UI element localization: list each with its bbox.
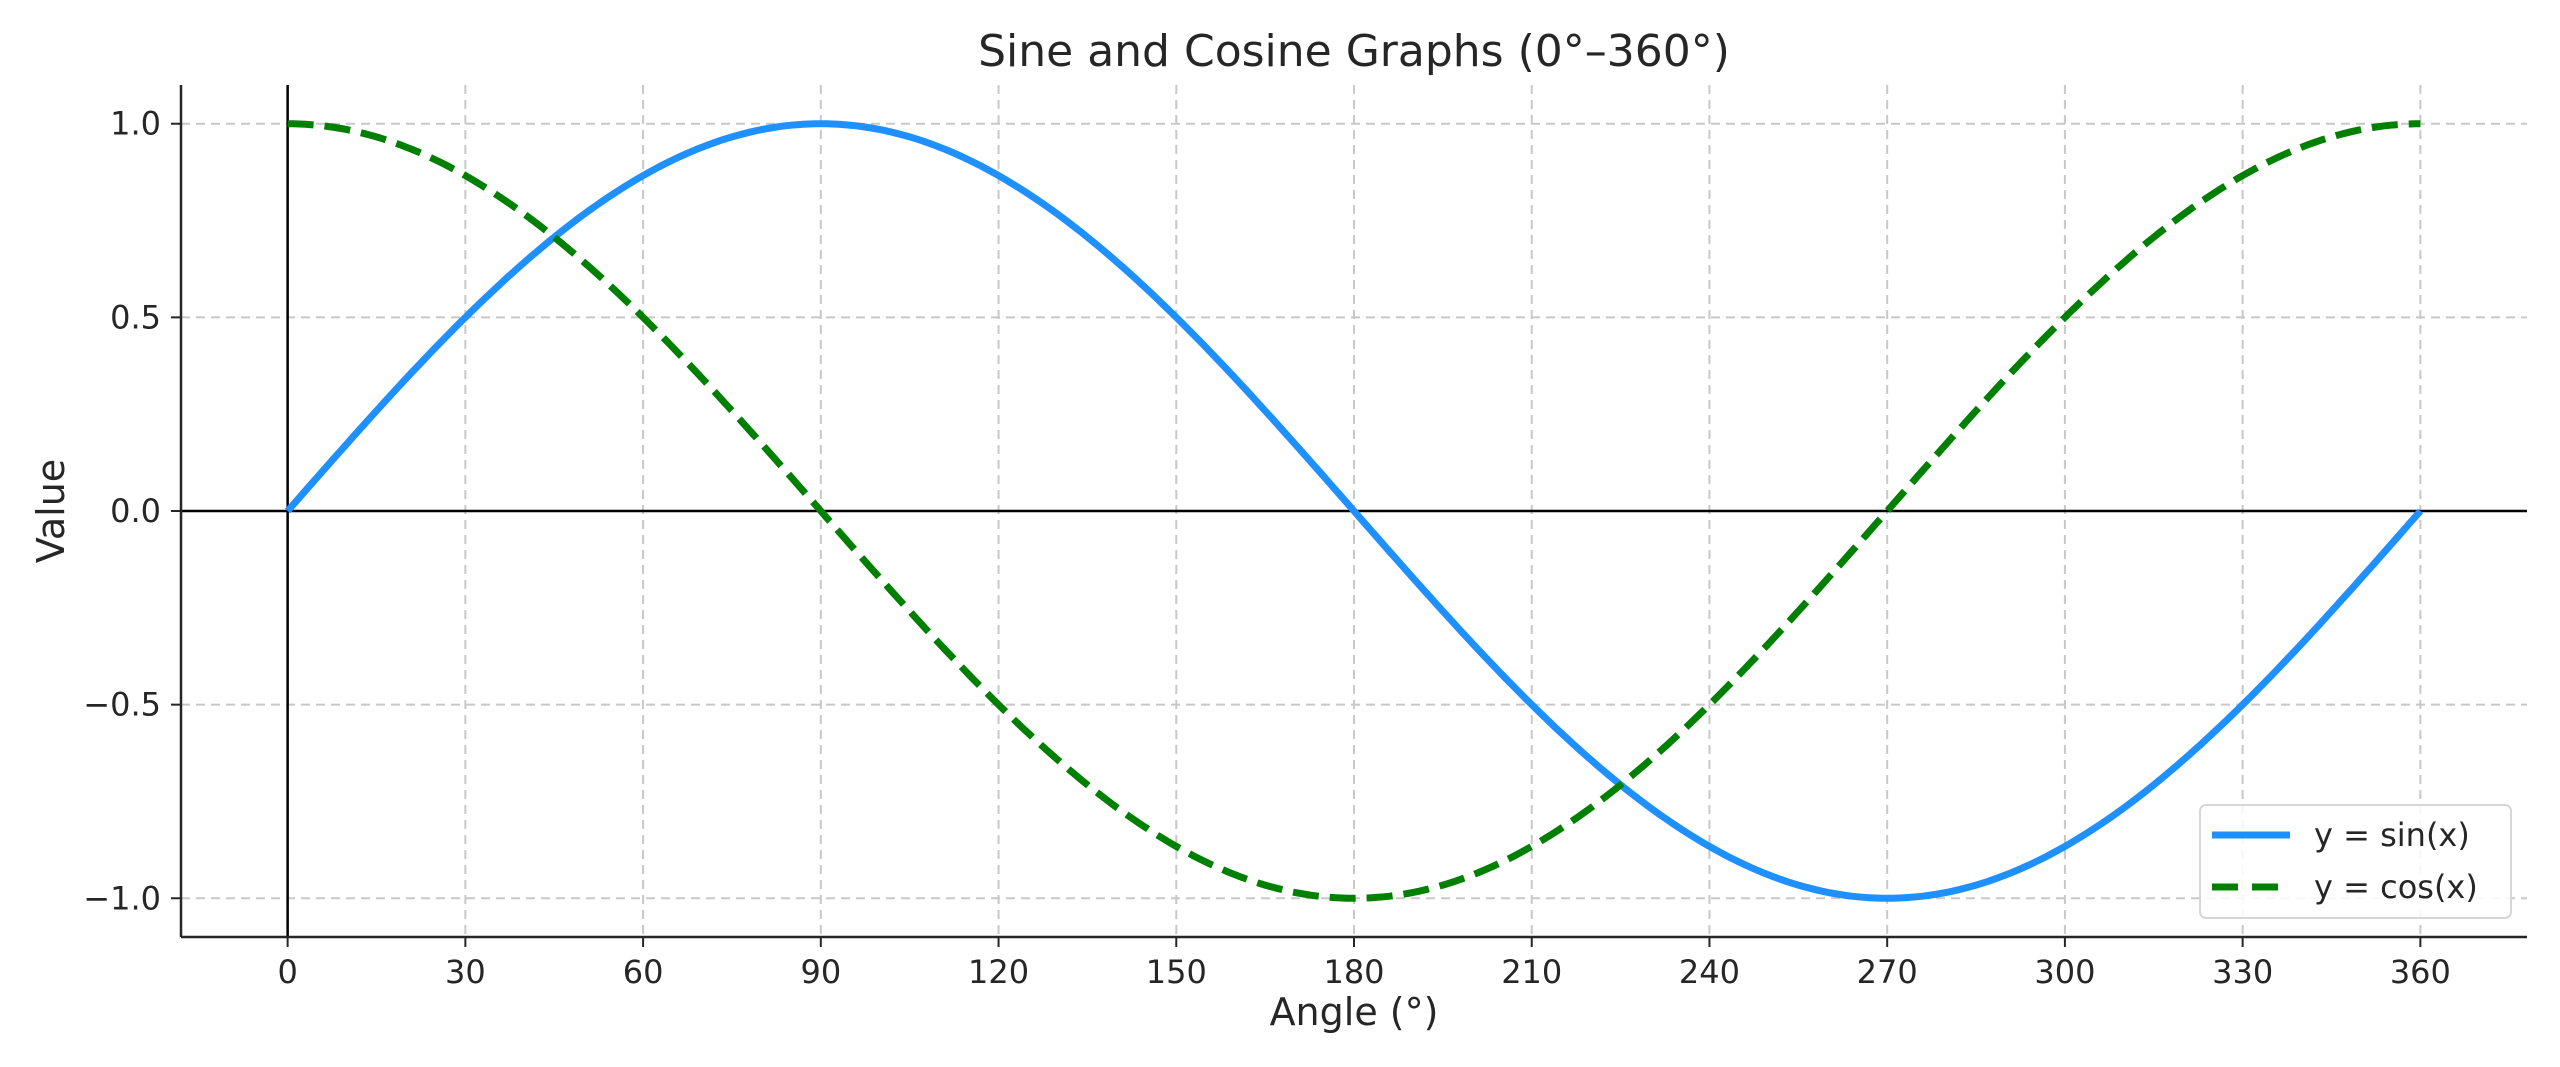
series-lines [284, 120, 2424, 902]
legend: y = sin(x) y = cos(x) [2199, 804, 2512, 919]
x-tick-label: 30 [445, 953, 486, 991]
x-tick-label: 150 [1146, 953, 1207, 991]
x-axis-label: Angle (°) [1270, 990, 1439, 1034]
x-tick-label: 120 [968, 953, 1029, 991]
x-tick-label: 0 [277, 953, 297, 991]
x-tick-label: 210 [1501, 953, 1562, 991]
y-tick-label: 0.5 [110, 298, 161, 336]
x-tick-label: 60 [623, 953, 664, 991]
chart-title: Sine and Cosine Graphs (0°–360°) [978, 26, 1730, 77]
y-tick-label: 1.0 [110, 105, 161, 143]
legend-label-cos: y = cos(x) [2314, 868, 2478, 906]
x-tick-label: 360 [2390, 953, 2451, 991]
x-tick-label: 330 [2212, 953, 2273, 991]
y-tick-label: 0.0 [110, 492, 161, 530]
x-tick-label: 240 [1679, 953, 1740, 991]
y-axis-label: Value [29, 459, 73, 563]
series-line-sin [284, 120, 2424, 902]
series-line-cos [287, 120, 2421, 902]
y-tick-label: −1.0 [83, 879, 161, 917]
legend-label-sin: y = sin(x) [2314, 816, 2470, 854]
x-tick-label: 300 [2034, 953, 2095, 991]
x-tick-label: 270 [1857, 953, 1918, 991]
x-tick-label: 90 [800, 953, 841, 991]
x-tick-label: 180 [1323, 953, 1384, 991]
y-tick-label: −0.5 [83, 686, 161, 724]
ticks: 0 30 60 90 120 150 180 210 240 270 300 330 360 −1.0 −0… [83, 105, 2451, 991]
